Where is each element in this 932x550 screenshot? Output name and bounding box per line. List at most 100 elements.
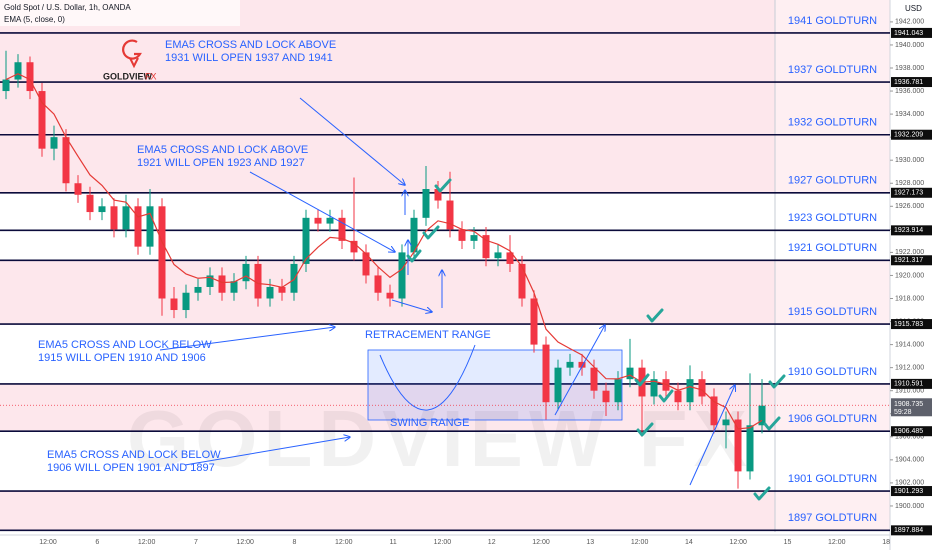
zone-label: 1897 GOLDTURN — [788, 512, 877, 524]
candle-body — [398, 252, 406, 299]
zone-label: 1921 GOLDTURN — [788, 242, 877, 254]
candle-body — [230, 281, 238, 293]
annotations: EMA5 CROSS AND LOCK ABOVE 1931 WILL OPEN… — [38, 39, 491, 474]
candle-body — [698, 379, 706, 397]
candle-body — [758, 405, 766, 426]
levels: 1941.043 1941 GOLDTURN 1936.781 1937 GOLDTU… — [0, 15, 932, 536]
level-tag-label: 1915.783 — [894, 321, 923, 328]
x-tick-label: 12:00 — [631, 539, 649, 546]
candle-body — [518, 263, 526, 299]
zone-label: 1915 GOLDTURN — [788, 306, 877, 318]
candle-body — [302, 217, 310, 264]
level-tag-label: 1910.591 — [894, 381, 923, 388]
arrow — [689, 385, 735, 486]
y-tick-label: 1936.000 — [895, 88, 924, 95]
zone-label: 1937 GOLDTURN — [788, 64, 877, 76]
arrow — [159, 327, 335, 351]
candle-body — [410, 217, 418, 253]
x-tick-label: 12:00 — [335, 539, 353, 546]
x-tick-label: 6 — [95, 539, 99, 546]
y-tick-label: 1922.000 — [895, 249, 924, 256]
candle-body — [86, 194, 94, 213]
level-tag — [891, 319, 932, 330]
level-tag — [891, 255, 932, 266]
candle-body — [218, 275, 226, 293]
annotation: 1921 WILL OPEN 1923 AND 1927 — [137, 157, 305, 169]
level-tag — [891, 525, 932, 536]
x-tick-label: 13 — [586, 539, 594, 546]
zone-band — [0, 0, 890, 193]
candle-body — [278, 286, 286, 293]
y-tick-label: 1920.000 — [895, 272, 924, 279]
candle-body — [122, 206, 130, 230]
zone-label: 1927 GOLDTURN — [788, 175, 877, 187]
y-tick-label: 1910.000 — [895, 388, 924, 395]
current-price-tag — [891, 398, 932, 417]
candle-body — [746, 425, 754, 472]
candles — [2, 50, 766, 489]
level-tag-label: 1941.043 — [894, 30, 923, 37]
logo-mark — [129, 57, 139, 69]
candle-body — [374, 275, 382, 293]
y-tick-label: 1904.000 — [895, 457, 924, 464]
logo-text: FX — [145, 71, 157, 81]
header-bg — [0, 0, 240, 26]
swing-curve — [379, 344, 476, 411]
level-tag — [891, 225, 932, 236]
candle-body — [626, 367, 634, 380]
check — [763, 416, 781, 431]
candle-body — [506, 252, 514, 264]
candle-body — [2, 79, 10, 92]
candle-body — [254, 263, 262, 299]
annotation: 1906 WILL OPEN 1901 AND 1897 — [47, 462, 215, 474]
arrow — [299, 97, 405, 185]
annotation: EMA5 CROSS AND LOCK ABOVE — [165, 39, 336, 51]
retracement-box — [367, 349, 623, 421]
level-tag-label: 1923.914 — [894, 227, 923, 234]
x-tick-label: 14 — [685, 539, 693, 546]
level-tag — [891, 426, 932, 437]
y-tick-label: 1938.000 — [895, 65, 924, 72]
zone-band — [0, 491, 890, 531]
y-tick-label: 1900.000 — [895, 503, 924, 510]
candle-body — [182, 292, 190, 311]
y-tick-label: 1912.000 — [895, 364, 924, 371]
zone-label: 1923 GOLDTURN — [788, 212, 877, 224]
candle-body — [338, 217, 346, 241]
annotation: EMA5 CROSS AND LOCK BELOW — [38, 339, 212, 351]
candle-body — [206, 275, 214, 287]
x-tick-label: 12:00 — [39, 539, 57, 546]
zone-label: 1932 GOLDTURN — [788, 117, 877, 129]
candle-body — [470, 235, 478, 241]
candle-body — [98, 206, 106, 213]
x-tick-label: 12:00 — [532, 539, 550, 546]
level-tag-label: 1906.485 — [894, 428, 923, 435]
candle-body — [74, 183, 82, 195]
level-tag-label: 1921.317 — [894, 257, 923, 264]
checkmarks — [406, 178, 786, 501]
level-tag — [891, 486, 932, 497]
candle-body — [602, 390, 610, 403]
level-tag — [891, 129, 932, 140]
arrow — [391, 299, 432, 312]
level-tag-label: 1927.173 — [894, 190, 923, 197]
arrow — [554, 325, 605, 416]
candle-body — [674, 390, 682, 403]
arrow — [184, 437, 350, 466]
annotation: 1931 WILL OPEN 1937 AND 1941 — [165, 52, 333, 64]
y-tick-label: 1926.000 — [895, 203, 924, 210]
level-tag — [891, 378, 932, 389]
y-tick-label: 1928.000 — [895, 180, 924, 187]
candle-body — [314, 217, 322, 224]
logo-text: GOLDVIEW — [103, 71, 153, 81]
candle-body — [482, 235, 490, 259]
y-tick-label: 1918.000 — [895, 295, 924, 302]
candle-body — [386, 292, 394, 299]
arrow — [249, 171, 395, 252]
x-tick-label: 12 — [488, 539, 496, 546]
candle-body — [446, 200, 454, 230]
zone-band — [0, 383, 890, 432]
candle-body — [134, 206, 142, 247]
zone-band — [0, 260, 890, 325]
